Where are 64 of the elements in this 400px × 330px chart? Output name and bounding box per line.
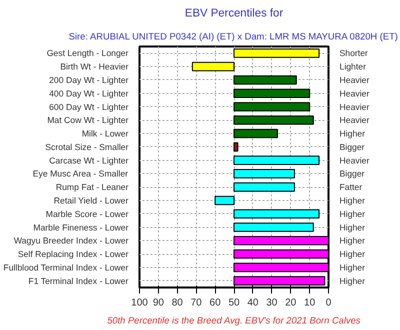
y2-tick-label: Heavier (340, 115, 370, 126)
bar (234, 102, 310, 112)
bar (234, 182, 295, 192)
bar (192, 62, 234, 72)
y2-tick-label: Heavier (340, 155, 370, 166)
y-tick-label: Carcase Wt - Lighter (49, 155, 129, 166)
bar (234, 222, 314, 232)
x-tick-label: 70 (190, 298, 202, 308)
x-tick-label: 90 (152, 298, 164, 308)
x-tick-label: 30 (266, 298, 278, 308)
x-tick-label: 0 (326, 298, 332, 308)
y-tick-label: Retail Yield - Lower (54, 195, 128, 206)
chart-subtitle: Sire: ARUBIAL UNITED P0342 (AI) (ET) x Dam: LMR MS MAYURA 0820H (ET) (68, 32, 398, 42)
y2-tick-label: Bigger (340, 142, 365, 152)
y-tick-label: 600 Day Wt - Lighter (49, 102, 129, 112)
y2-tick-label: Heavier (340, 102, 370, 112)
x-tick-label: 100 (131, 298, 148, 308)
bar (234, 128, 278, 138)
bar (234, 48, 320, 58)
y-tick-label: Eye Musc Area - Smaller (32, 168, 128, 179)
bar (234, 156, 320, 165)
y-tick-label: Wagyu Breeder Index - Lower (14, 236, 129, 246)
bar (234, 75, 297, 85)
y-tick-label: 400 Day Wt - Lighter (49, 88, 129, 98)
y-tick-label: Mat Cow Wt - Lighter (47, 115, 129, 126)
text: 50th Percentile is the Breed Avg. EBV's for 2021 Born Calves (107, 316, 361, 326)
y2-tick-label: Heavier (340, 74, 370, 85)
bar (234, 209, 320, 219)
y2-tick-label: Shorter (340, 48, 368, 58)
y-tick-label: Milk - Lower (82, 128, 129, 139)
bar (234, 169, 295, 178)
y2-tick-label: Higher (340, 249, 366, 260)
x-tick-label: 60 (210, 298, 222, 308)
y-tick-label: Scrotal Size - Smaller (45, 142, 129, 152)
y-tick-label: Fullblood Terminal Index - Lower (3, 262, 128, 272)
chart-title: EBV Percentiles for (184, 8, 284, 20)
x-tick-label: 50 (228, 298, 240, 308)
y2-tick-label: Bigger (340, 168, 365, 179)
bar (234, 88, 310, 98)
y2-tick-label: Heavier (340, 88, 370, 98)
y2-tick-label: Higher (340, 208, 366, 219)
y2-tick-label: Higher (340, 128, 366, 139)
y-tick-label: Rump Fat - Leaner (56, 182, 129, 192)
bar (234, 115, 314, 125)
y-tick-label: 200 Day Wt - Lighter (49, 74, 129, 85)
y2-tick-label: Higher (340, 276, 366, 286)
x-tick-label: 10 (304, 298, 316, 308)
y-tick-label: Marble Score - Lower (46, 208, 129, 219)
bar (234, 142, 238, 152)
y2-tick-label: Lighter (340, 62, 366, 72)
y-tick-label: Self Replacing Index - Lower (18, 249, 129, 260)
y2-tick-label: Fatter (340, 182, 362, 192)
y2-tick-label: Higher (340, 222, 366, 232)
x-tick-label: 80 (172, 298, 184, 308)
y-tick-label: F1 Terminal Index - Lower (28, 276, 128, 286)
x-tick-label: 40 (247, 298, 259, 308)
y-tick-label: Gest Length - Longer (46, 48, 129, 58)
x-tick-label: 20 (285, 298, 297, 308)
bar (214, 196, 234, 206)
y-tick-label: Marble Fineness - Lower (33, 222, 129, 232)
y2-tick-label: Higher (340, 195, 366, 206)
y2-tick-label: Higher (340, 262, 366, 272)
y-tick-label: Birth Wt - Heavier (60, 62, 129, 72)
y2-tick-label: Higher (340, 236, 366, 246)
